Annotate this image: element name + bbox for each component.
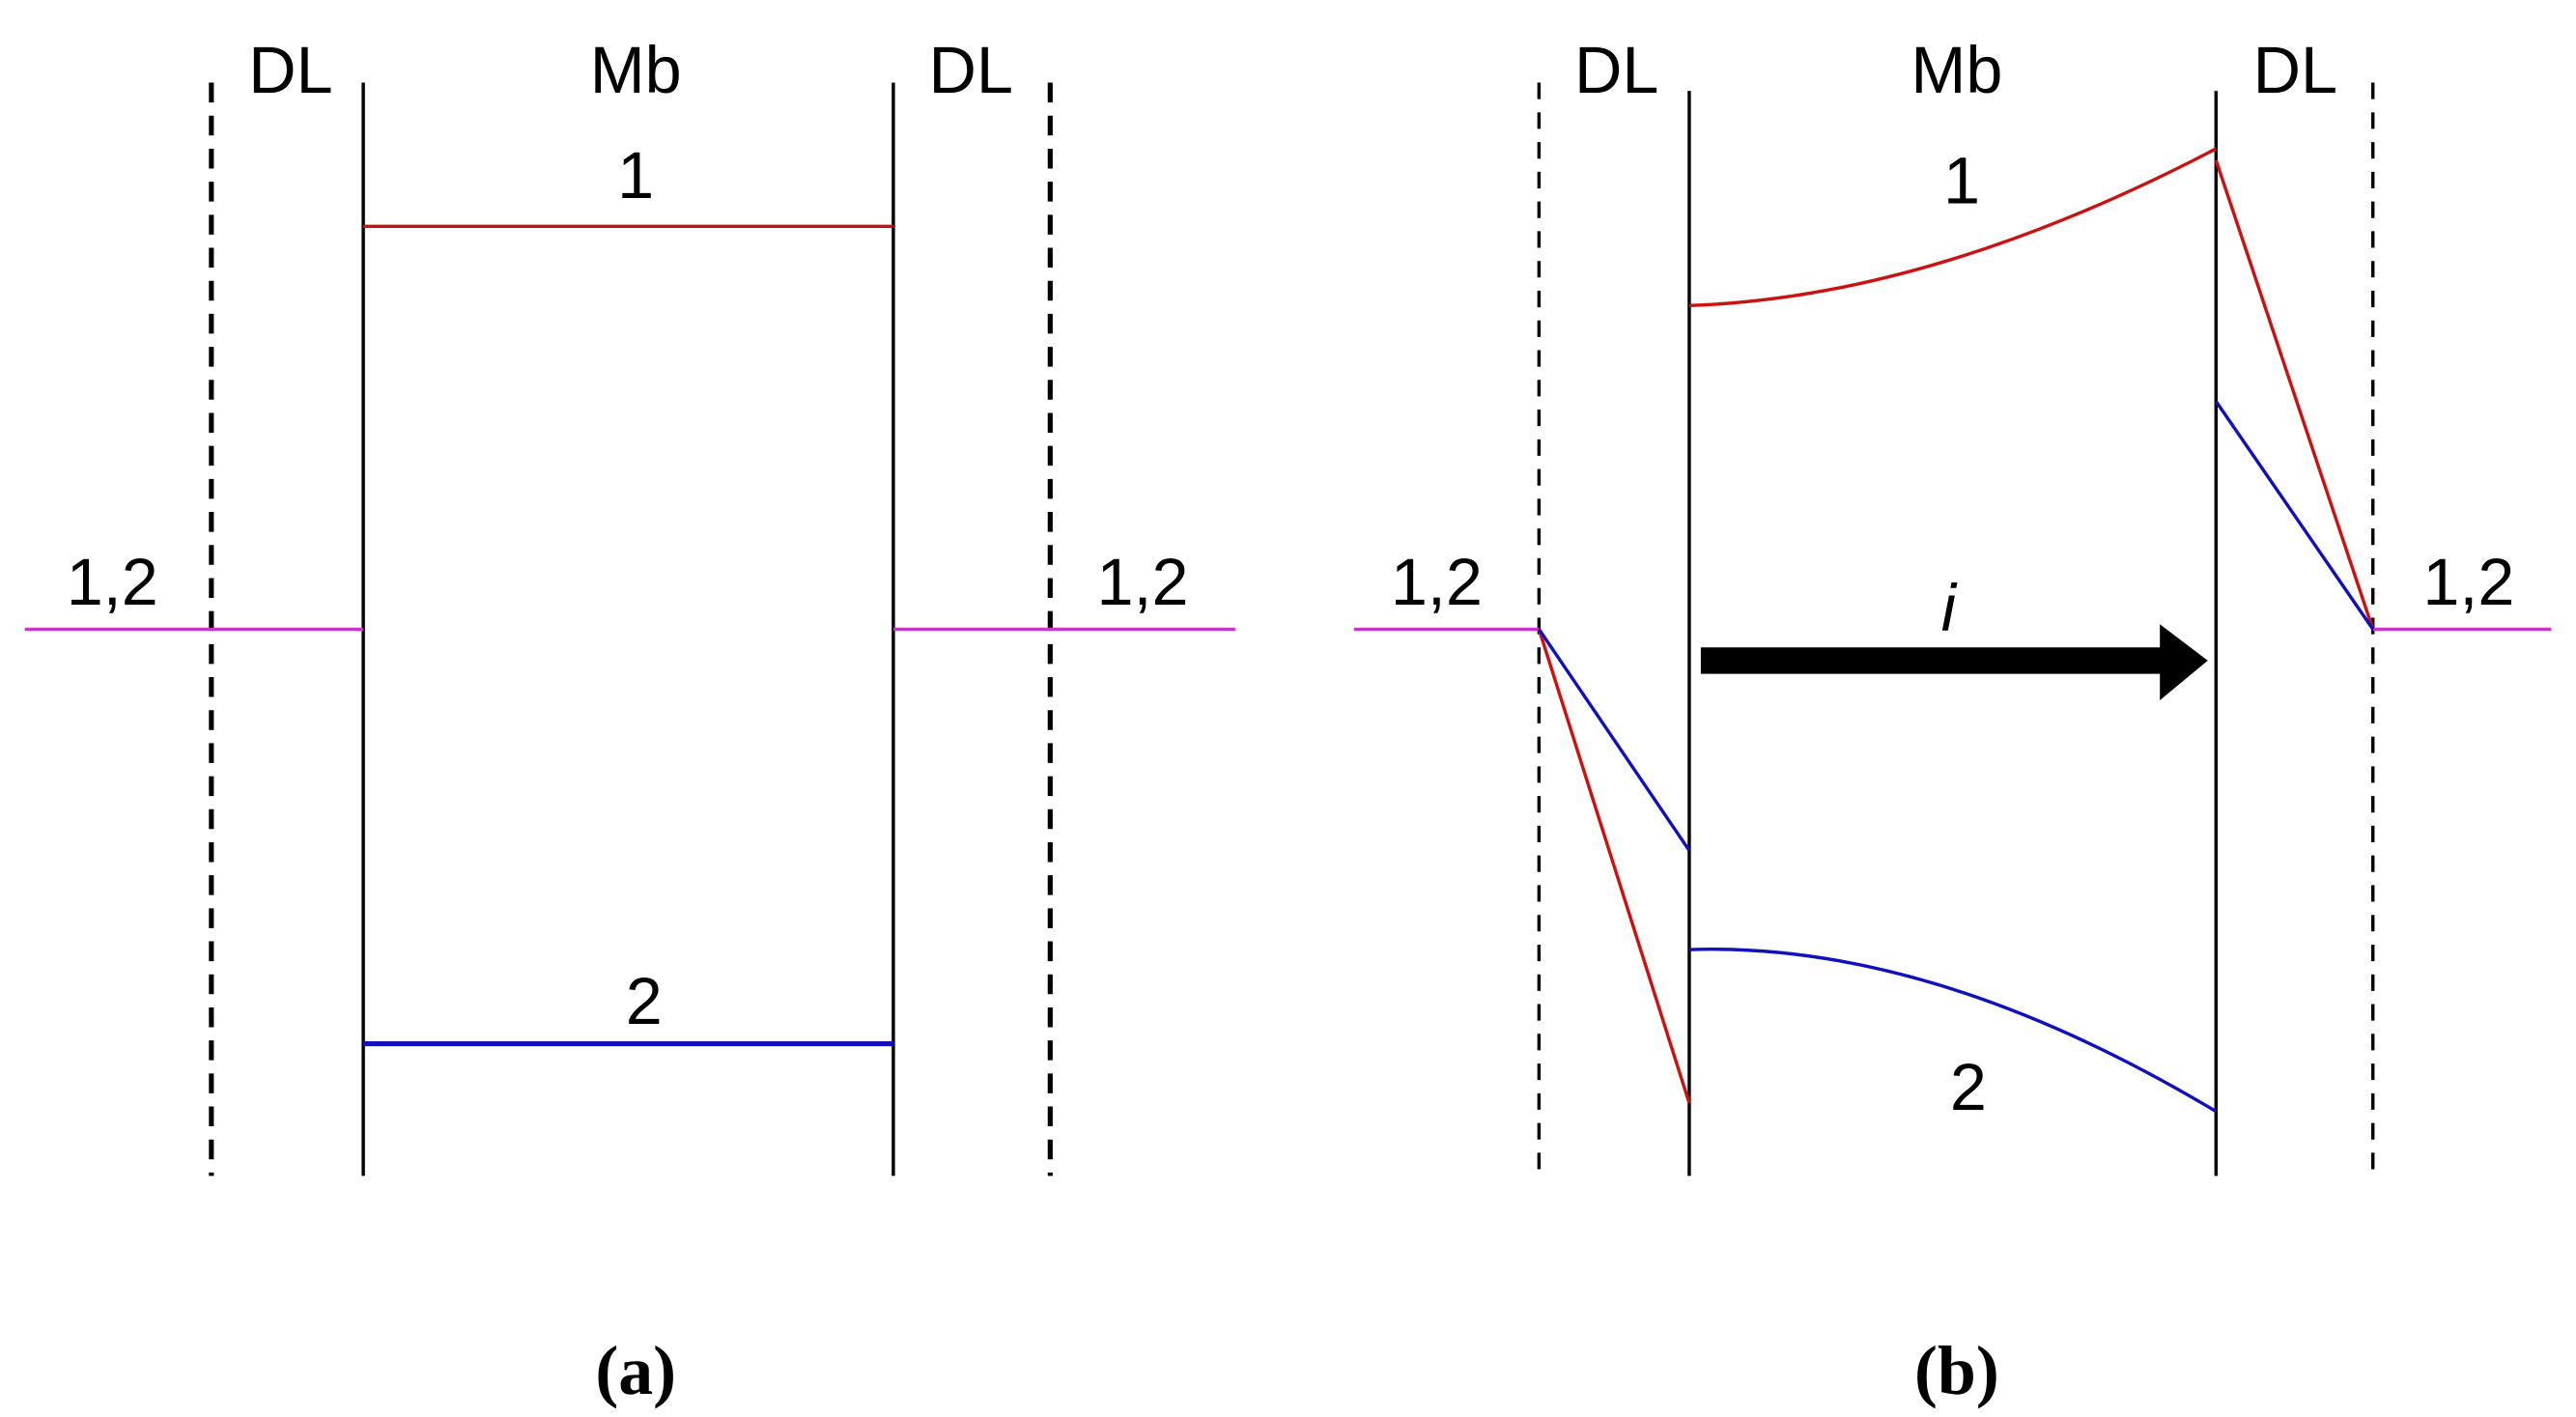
red-line bbox=[1537, 628, 1691, 1104]
blue-curve bbox=[1688, 948, 2218, 1114]
line-label: 1,2 bbox=[1097, 546, 1189, 619]
red-curve bbox=[1688, 147, 2218, 308]
line-label: 1 bbox=[617, 139, 654, 213]
red-line bbox=[2214, 159, 2375, 630]
line-label: 1,2 bbox=[67, 546, 158, 619]
line-label: 2 bbox=[1950, 1051, 1987, 1124]
panel-a: DL Mb DL 1 2 1,2 1,2 (a) bbox=[24, 34, 1235, 1409]
blue-line bbox=[2214, 400, 2375, 631]
caption: (a) bbox=[595, 1332, 676, 1409]
region-label: DL bbox=[248, 34, 332, 107]
arrow-head bbox=[2160, 624, 2208, 700]
region-label: DL bbox=[1574, 34, 1658, 107]
region-label: DL bbox=[929, 34, 1013, 107]
caption: (b) bbox=[1914, 1332, 1999, 1409]
arrow-label: i bbox=[1941, 572, 1958, 645]
line-label: 1,2 bbox=[2422, 546, 2514, 619]
line-label: 1 bbox=[1943, 144, 1980, 217]
panel-b: DL Mb DL 1 2 1,2 1,2 i (b) bbox=[1353, 34, 2552, 1409]
region-label: DL bbox=[2253, 34, 2337, 107]
blue-line bbox=[1537, 628, 1691, 852]
line-label: 1,2 bbox=[1391, 546, 1483, 619]
region-label: Mb bbox=[590, 34, 682, 107]
line-label: 2 bbox=[626, 965, 663, 1038]
region-label: Mb bbox=[1911, 34, 2002, 107]
